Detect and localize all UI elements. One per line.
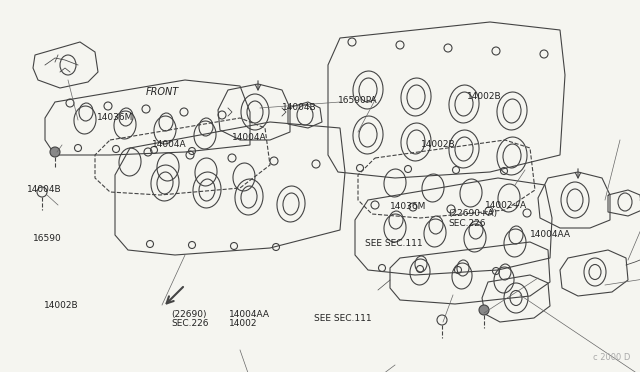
Text: 14036M: 14036M [97, 113, 134, 122]
Text: SEC.226: SEC.226 [172, 319, 209, 328]
Text: SEC.226: SEC.226 [448, 219, 486, 228]
Text: 14002B: 14002B [421, 140, 456, 149]
Text: 14004AA: 14004AA [229, 310, 270, 319]
Circle shape [50, 147, 60, 157]
Text: c 2000 D: c 2000 D [593, 353, 630, 362]
Text: 14004A: 14004A [152, 140, 187, 149]
Text: SEE SEC.111: SEE SEC.111 [365, 239, 422, 248]
Text: (22690+A): (22690+A) [448, 209, 497, 218]
Text: 14036M: 14036M [390, 202, 427, 211]
Text: 16590PA: 16590PA [338, 96, 378, 105]
Text: (22690): (22690) [172, 310, 207, 319]
Text: 14002: 14002 [229, 319, 258, 328]
Text: 14004AA: 14004AA [530, 230, 571, 239]
Text: 14002B: 14002B [44, 301, 78, 310]
Text: 14002+A: 14002+A [485, 201, 527, 210]
Text: 14002B: 14002B [467, 92, 502, 101]
Text: 16590: 16590 [33, 234, 62, 243]
Text: 14004A: 14004A [232, 133, 266, 142]
Circle shape [479, 305, 489, 315]
Text: SEE SEC.111: SEE SEC.111 [314, 314, 371, 323]
Text: FRONT: FRONT [146, 87, 179, 97]
Text: 14004B: 14004B [27, 185, 61, 194]
Text: 14004B: 14004B [282, 103, 316, 112]
